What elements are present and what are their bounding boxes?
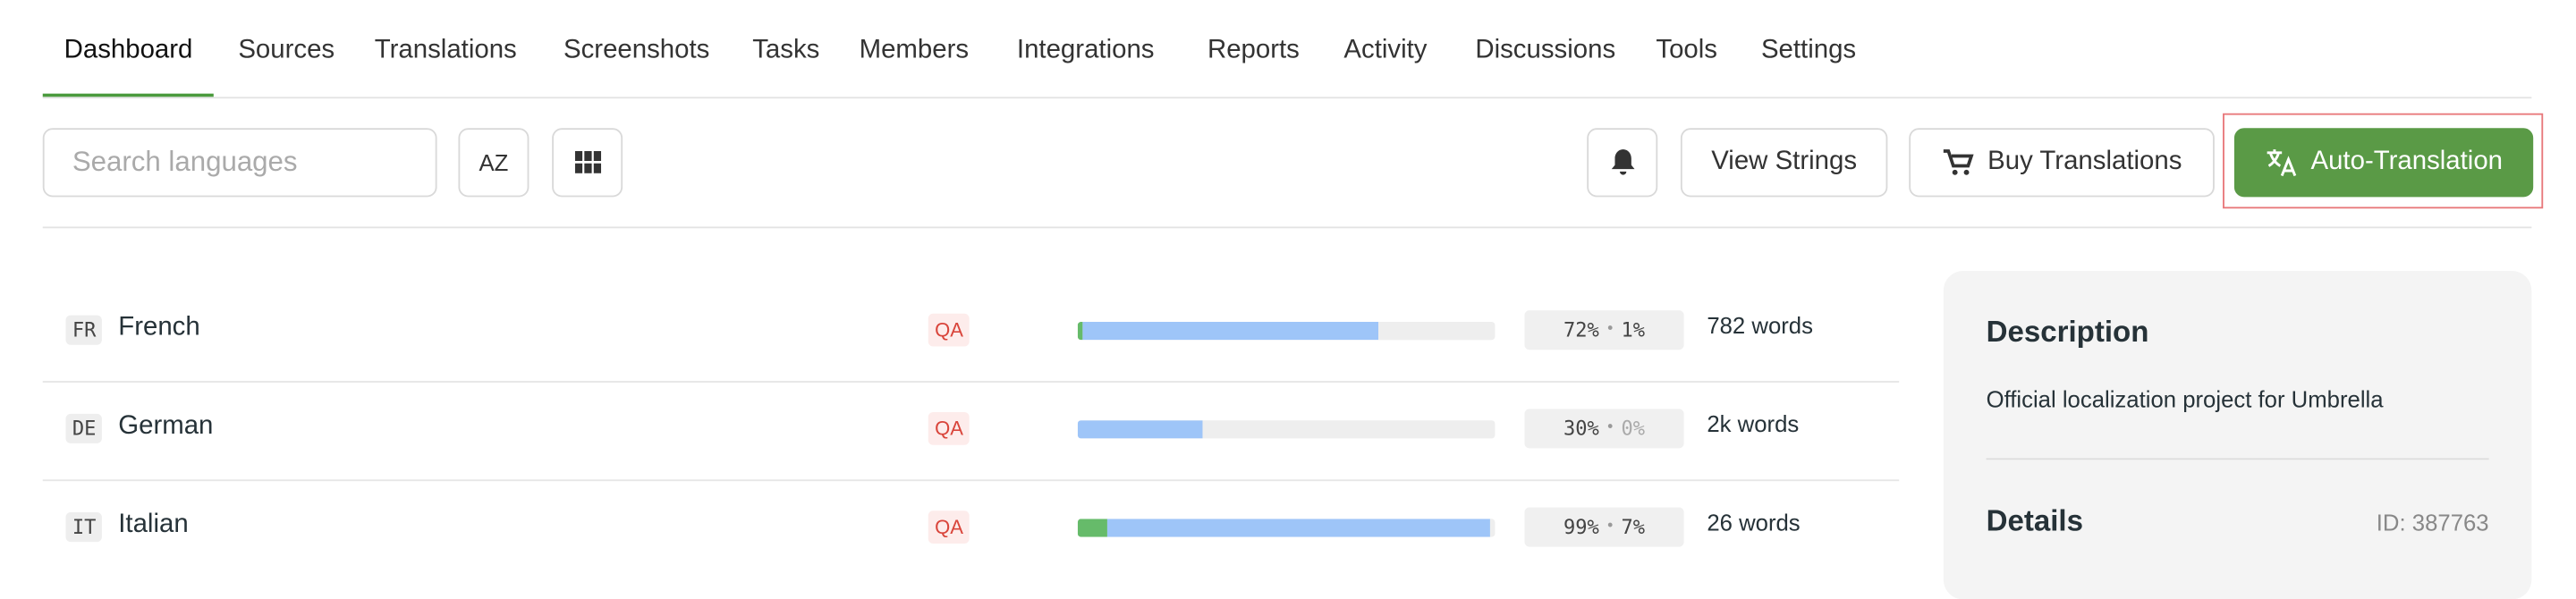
separator-dot: • xyxy=(1606,519,1615,536)
translated-bar xyxy=(1081,321,1378,341)
translated-pct: 99% xyxy=(1563,515,1599,539)
progress-track xyxy=(1077,420,1496,439)
side-panel: Description Official localization projec… xyxy=(1943,271,2532,599)
translated-bar xyxy=(1106,519,1491,537)
panel-text: Official localization project for Umbrel… xyxy=(1986,385,2384,413)
approved-bar xyxy=(1077,519,1107,537)
divider xyxy=(42,226,2532,229)
translated-pct: 30% xyxy=(1563,417,1599,441)
language-code: DE xyxy=(65,413,103,443)
view-strings-button[interactable]: View Strings xyxy=(1680,128,1888,198)
sort-button[interactable]: AZ xyxy=(458,128,530,198)
panel-heading: Description xyxy=(1986,315,2149,349)
nav-tab[interactable]: Integrations xyxy=(1016,36,1155,64)
language-code: IT xyxy=(65,512,103,543)
nav-tab[interactable]: Activity xyxy=(1343,36,1428,64)
cart-icon xyxy=(1943,149,1974,175)
separator-dot: • xyxy=(1606,321,1615,339)
language-row[interactable]: DE German QA 30% • 0% 2k words xyxy=(42,381,1900,482)
search-input[interactable]: Search languages xyxy=(42,128,437,198)
language-name: Italian xyxy=(118,510,189,539)
word-count: 2k words xyxy=(1707,410,1800,437)
language-row[interactable]: IT Italian QA 99% • 7% 26 words xyxy=(43,479,1899,578)
separator-dot: • xyxy=(1606,420,1615,437)
language-name: German xyxy=(118,412,214,441)
qa-badge: QA xyxy=(928,412,970,445)
nav-tab[interactable]: Members xyxy=(859,36,970,64)
nav-tab[interactable]: Tools xyxy=(1656,36,1718,64)
progress-track xyxy=(1077,321,1496,341)
page: Dashboard Sources Translations Screenshots T… xyxy=(42,36,2544,599)
translated-bar xyxy=(1077,420,1203,439)
button-label: Auto-Translation xyxy=(2310,148,2504,176)
nav-tab[interactable]: Sources xyxy=(238,36,335,64)
nav-tab[interactable]: Settings xyxy=(1760,36,1857,64)
search-placeholder: Search languages xyxy=(72,146,298,178)
qa-badge: QA xyxy=(928,313,970,347)
sort-label: AZ xyxy=(479,149,509,176)
grid-button[interactable] xyxy=(552,128,623,198)
button-label: View Strings xyxy=(1711,148,1858,176)
button-label: Buy Translations xyxy=(1987,148,2182,176)
progress-label: 30% • 0% xyxy=(1524,409,1684,449)
approved-pct: 0% xyxy=(1621,417,1646,441)
active-tab-indicator xyxy=(42,93,214,97)
qa-badge: QA xyxy=(928,510,970,544)
nav-tab[interactable]: Reports xyxy=(1207,36,1300,64)
nav-tab[interactable]: Discussions xyxy=(1475,36,1616,64)
word-count: 782 words xyxy=(1707,311,1813,339)
word-count: 26 words xyxy=(1707,509,1801,536)
bell-icon xyxy=(1610,149,1634,175)
language-name: French xyxy=(118,313,200,342)
screen: Dashboard Sources Translations Screenshots T… xyxy=(42,36,2544,599)
notification-button[interactable] xyxy=(1587,128,1658,198)
approved-pct: 7% xyxy=(1621,515,1646,539)
auto-translation-button[interactable]: Auto-Translation xyxy=(2233,128,2534,198)
approved-pct: 1% xyxy=(1621,318,1646,342)
project-id: ID: 387763 xyxy=(2376,509,2489,536)
translate-icon xyxy=(2266,149,2296,177)
nav-tab[interactable]: Translations xyxy=(374,36,517,64)
divider xyxy=(1986,458,2489,460)
nav-tab[interactable]: Dashboard xyxy=(64,36,193,64)
language-row[interactable]: FR French QA 72% • 1% 782 words xyxy=(42,283,1900,383)
divider xyxy=(42,97,2532,99)
progress-track xyxy=(1077,519,1496,537)
approved-bar xyxy=(1077,321,1082,341)
progress-label: 99% • 7% xyxy=(1524,507,1684,547)
highlight-box xyxy=(2223,113,2544,209)
buy-translations-button[interactable]: Buy Translations xyxy=(1909,128,2215,198)
language-code: FR xyxy=(65,315,103,345)
nav-tab[interactable]: Tasks xyxy=(752,36,820,64)
progress-label: 72% • 1% xyxy=(1524,310,1684,350)
translated-pct: 72% xyxy=(1563,318,1599,342)
nav-tab[interactable]: Screenshots xyxy=(563,36,710,64)
panel-heading: Details xyxy=(1986,503,2083,537)
grid-icon xyxy=(573,150,601,173)
